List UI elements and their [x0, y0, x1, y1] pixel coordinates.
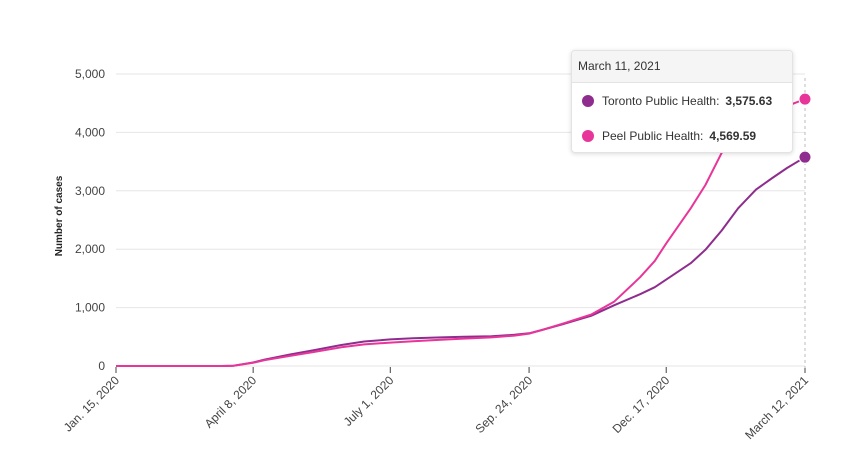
x-tick-label: July 1, 2020	[341, 373, 397, 429]
tooltip-label-toronto: Toronto Public Health:	[602, 94, 720, 108]
series-line-toronto	[116, 156, 806, 367]
y-tick-label: 2,000	[75, 242, 105, 256]
y-tick-label: 3,000	[75, 184, 105, 198]
hover-markers	[798, 92, 812, 164]
tooltip-label-peel: Peel Public Health:	[602, 129, 704, 143]
y-tick-label: 5,000	[75, 67, 105, 81]
tooltip-value-peel: 4,569.59	[709, 129, 757, 143]
y-tick-label: 4,000	[75, 125, 105, 139]
hover-tooltip: March 11, 2021 Toronto Public Health: 3,5…	[571, 50, 793, 153]
tooltip-value-toronto: 3,575.63	[725, 94, 773, 108]
y-axis-title: Number of cases	[54, 175, 65, 256]
y-tick-label: 1,000	[75, 301, 105, 315]
x-tick-label: Sep. 24, 2020	[472, 373, 535, 436]
x-tick-label: April 8, 2020	[202, 373, 260, 431]
toronto-legend-dot	[582, 95, 594, 107]
x-axis-ticks: Jan. 15, 2020 April 8, 2020 July 1, 2020 Se…	[61, 367, 811, 442]
x-tick-label: March 12, 2021	[742, 373, 811, 442]
tooltip-date: March 11, 2021	[572, 51, 792, 83]
tooltip-row-toronto: Toronto Public Health: 3,575.63	[582, 92, 772, 110]
tooltip-row-peel: Peel Public Health: 4,569.59	[582, 127, 756, 145]
hover-marker-peel	[798, 92, 812, 106]
x-tick-label: Dec. 17, 2020	[610, 373, 673, 436]
y-axis-ticks: 0 1,000 2,000 3,000 4,000 5,000	[75, 67, 105, 373]
peel-legend-dot	[582, 130, 594, 142]
x-tick-label: Jan. 15, 2020	[61, 373, 123, 435]
grid-lines	[116, 73, 805, 367]
hover-marker-toronto	[798, 150, 812, 164]
y-tick-label: 0	[98, 359, 105, 373]
